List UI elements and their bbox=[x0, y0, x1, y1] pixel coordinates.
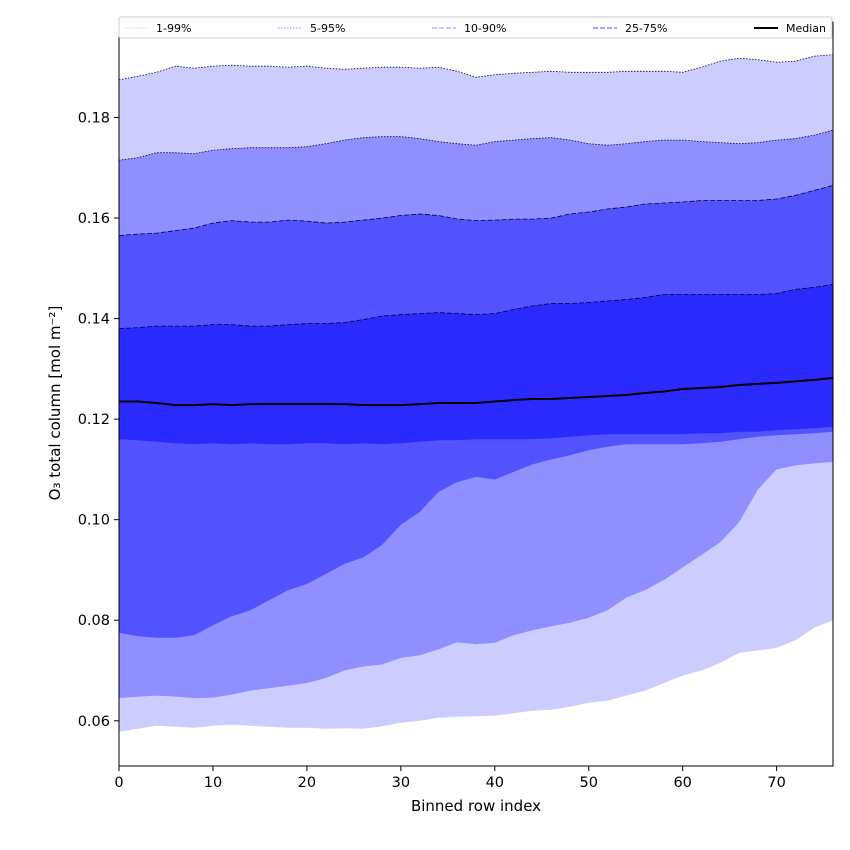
percentile-bands bbox=[119, 54, 833, 732]
y-tick-label: 0.16 bbox=[78, 211, 110, 227]
legend-label: 25-75% bbox=[625, 22, 667, 35]
y-tick-label: 0.12 bbox=[78, 412, 110, 428]
legend: 1-99% 5-95% 10-90% 25-75% Median bbox=[118, 16, 833, 39]
x-axis-label: Binned row index bbox=[411, 797, 541, 815]
x-axis-ticks: 0 10 20 30 40 50 60 70 bbox=[114, 766, 786, 791]
series-line-median bbox=[119, 376, 834, 407]
series-lines bbox=[118, 54, 834, 407]
x-tick-label: 10 bbox=[204, 775, 222, 791]
legend-label: 5-95% bbox=[310, 22, 345, 35]
y-tick-label: 0.10 bbox=[78, 513, 110, 529]
x-tick-label: 30 bbox=[392, 775, 410, 791]
x-tick-label: 70 bbox=[767, 775, 785, 791]
y-axis-label: O₃ total column [mol m⁻²] bbox=[46, 306, 64, 501]
x-tick-label: 60 bbox=[673, 775, 691, 791]
legend-label: Median bbox=[786, 22, 826, 35]
y-tick-label: 0.14 bbox=[78, 312, 110, 328]
legend-box bbox=[118, 16, 833, 39]
legend-label: 1-99% bbox=[156, 22, 191, 35]
y-tick-label: 0.18 bbox=[78, 111, 110, 127]
band-edge-10-90% bbox=[118, 185, 834, 236]
legend-label: 10-90% bbox=[464, 22, 506, 35]
y-axis-ticks: 0.06 0.08 0.10 0.12 0.14 0.16 0.18 bbox=[78, 111, 119, 730]
x-tick-label: 40 bbox=[486, 775, 504, 791]
band-edge-1-99% bbox=[118, 54, 834, 81]
band-edge-25-75% bbox=[118, 284, 834, 329]
band-edge-5-95% bbox=[118, 129, 834, 161]
x-tick-label: 0 bbox=[114, 775, 123, 791]
y-tick-label: 0.06 bbox=[78, 714, 110, 730]
x-tick-label: 20 bbox=[298, 775, 316, 791]
x-tick-label: 50 bbox=[580, 775, 598, 791]
y-tick-label: 0.08 bbox=[78, 613, 110, 629]
